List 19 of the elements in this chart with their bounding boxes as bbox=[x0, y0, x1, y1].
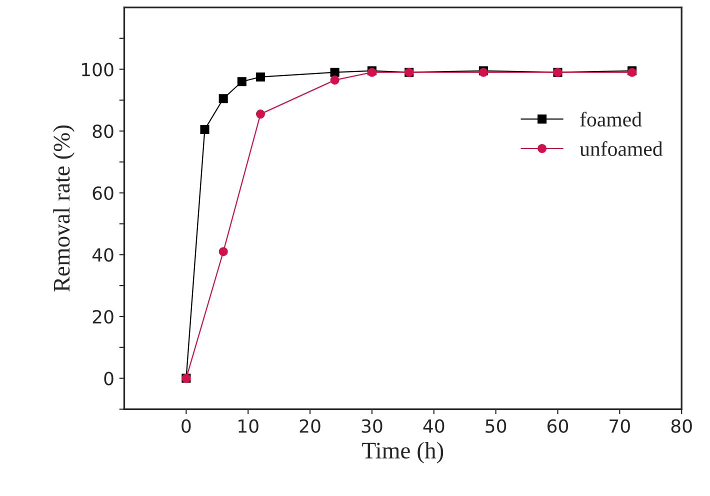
legend-label: foamed bbox=[580, 112, 642, 127]
y-tick-label: 80 bbox=[92, 124, 114, 138]
x-tick-label: 50 bbox=[486, 419, 506, 433]
legend-label: unfoamed bbox=[580, 141, 663, 156]
x-tick-label: 20 bbox=[300, 419, 320, 433]
x-tick-label: 30 bbox=[362, 419, 382, 433]
x-tick-label: 40 bbox=[423, 419, 444, 433]
x-axis-title: Time (h) bbox=[362, 442, 444, 464]
x-tick-label: 0 bbox=[182, 419, 191, 433]
x-tick-label: 80 bbox=[671, 419, 692, 433]
x-tick-label: 70 bbox=[610, 419, 630, 433]
y-tick-label: 40 bbox=[92, 248, 114, 262]
y-tick-label: 60 bbox=[92, 186, 114, 200]
x-tick-label: 60 bbox=[548, 419, 568, 433]
x-tick-label: 10 bbox=[238, 419, 258, 433]
y-tick-label: 100 bbox=[82, 62, 114, 76]
y-tick-label: 20 bbox=[92, 310, 114, 324]
y-axis-title: Removal rate (%) bbox=[53, 125, 75, 292]
y-tick-label: 0 bbox=[104, 372, 114, 386]
